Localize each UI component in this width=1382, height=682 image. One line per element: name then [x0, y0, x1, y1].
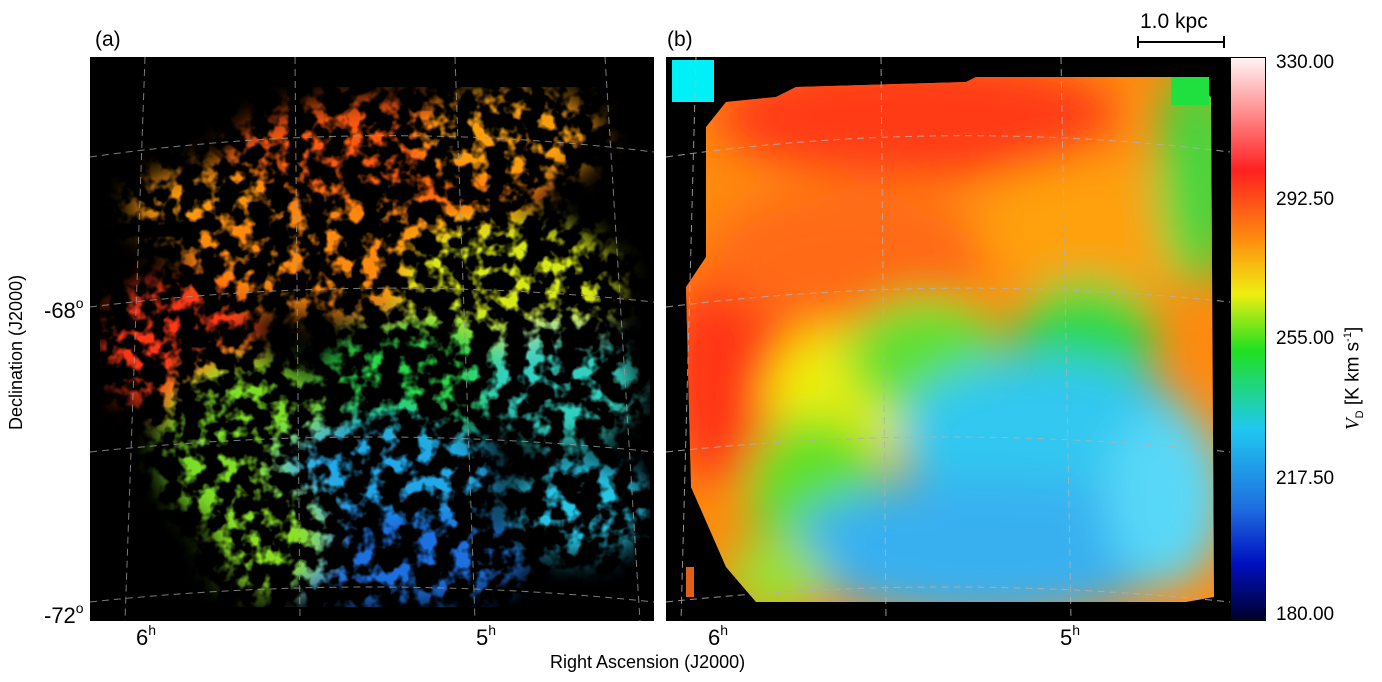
x-tick-unit: h [1072, 622, 1081, 638]
colorbar-title-symbol: V [1342, 418, 1364, 430]
y-tick-label: -72o [44, 600, 84, 629]
colorbar-title-exponent: -1 [1342, 332, 1354, 342]
scale-bar-label: 1.0 kpc [1140, 10, 1208, 33]
colorbar [1230, 57, 1266, 621]
x-tick-value: 6 [136, 625, 149, 650]
colorbar-title-unit: [K km s [1342, 341, 1364, 411]
y-axis-title: Declination (J2000) [6, 274, 26, 430]
scale-bar: 1.0 kpc [1136, 10, 1226, 48]
x-tick-value: 5 [1060, 625, 1073, 650]
colorbar-title: VD [K km s-1] [1342, 327, 1366, 430]
x-tick-label: 6h [708, 622, 728, 651]
x-tick-unit: h [148, 622, 157, 638]
y-tick-value: -68 [44, 298, 76, 323]
x-axis-title: Right Ascension (J2000) [550, 652, 746, 672]
panel-b-label: (b) [667, 28, 693, 51]
colorbar-title-subscript: D [1354, 410, 1367, 419]
panel-a-label: (a) [95, 28, 121, 51]
y-tick-label: -68o [44, 295, 84, 324]
x-tick-value: 6 [708, 625, 721, 650]
y-tick-unit: o [75, 600, 84, 616]
x-tick-label: 5h [1060, 622, 1080, 651]
panel-b-velocity-map [666, 57, 1230, 621]
colorbar-tick-label: 330.00 [1276, 52, 1335, 73]
y-tick-value: -72 [44, 603, 76, 628]
panel-a-velocity-map [90, 57, 654, 621]
colorbar-tick-label: 180.00 [1276, 604, 1335, 625]
x-tick-label: 6h [136, 622, 156, 651]
colorbar-tick-label: 217.50 [1276, 468, 1335, 489]
x-tick-unit: h [720, 622, 729, 638]
y-tick-unit: o [75, 295, 84, 311]
x-tick-unit: h [488, 622, 497, 638]
colorbar-tick-label: 292.50 [1276, 189, 1335, 210]
colorbar-tick-label: 255.00 [1276, 328, 1335, 349]
x-tick-value: 5 [476, 625, 489, 650]
colorbar-title-close: ] [1342, 326, 1364, 333]
x-tick-label: 5h [476, 622, 496, 651]
